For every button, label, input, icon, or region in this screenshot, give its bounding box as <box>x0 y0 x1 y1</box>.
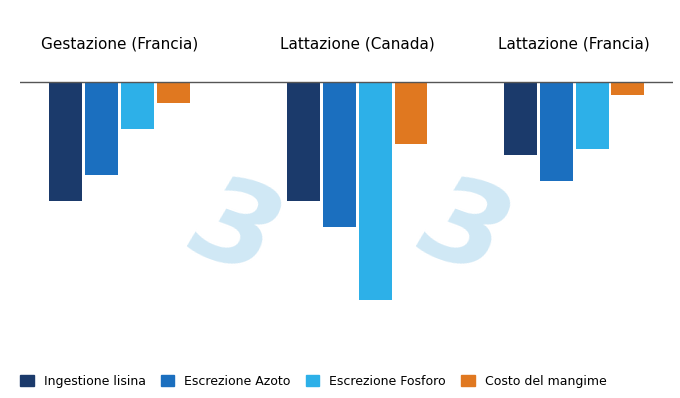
Text: -2,5: -2,5 <box>615 98 641 110</box>
Bar <box>121 82 154 129</box>
Bar <box>49 82 82 201</box>
Text: Lattazione (Canada): Lattazione (Canada) <box>280 37 435 52</box>
Bar <box>85 82 118 176</box>
Text: -12: -12 <box>401 147 422 160</box>
Text: -18: -18 <box>91 178 112 191</box>
Bar <box>359 82 392 300</box>
Bar <box>540 82 573 181</box>
Text: -13: -13 <box>581 152 602 165</box>
Text: 3: 3 <box>177 164 294 300</box>
Text: Lattazione (Francia): Lattazione (Francia) <box>498 37 650 52</box>
Text: -19: -19 <box>546 183 567 196</box>
Text: -42: -42 <box>364 303 386 316</box>
Text: -23: -23 <box>293 204 314 217</box>
Bar <box>323 82 356 228</box>
Bar <box>394 82 428 144</box>
Bar <box>611 82 645 95</box>
Text: -9: -9 <box>131 131 144 144</box>
Bar <box>576 82 609 149</box>
Text: 3: 3 <box>406 164 522 300</box>
Text: Gestazione (Francia): Gestazione (Francia) <box>41 37 198 52</box>
Text: -4: -4 <box>167 105 180 118</box>
Legend: Ingestione lisina, Escrezione Azoto, Escrezione Fosforo, Costo del mangime: Ingestione lisina, Escrezione Azoto, Esc… <box>20 375 607 388</box>
Text: -14: -14 <box>510 157 531 170</box>
Text: -23: -23 <box>55 204 76 217</box>
Bar <box>504 82 537 154</box>
Bar <box>156 82 190 103</box>
Text: -28: -28 <box>329 230 350 243</box>
Bar <box>287 82 320 201</box>
